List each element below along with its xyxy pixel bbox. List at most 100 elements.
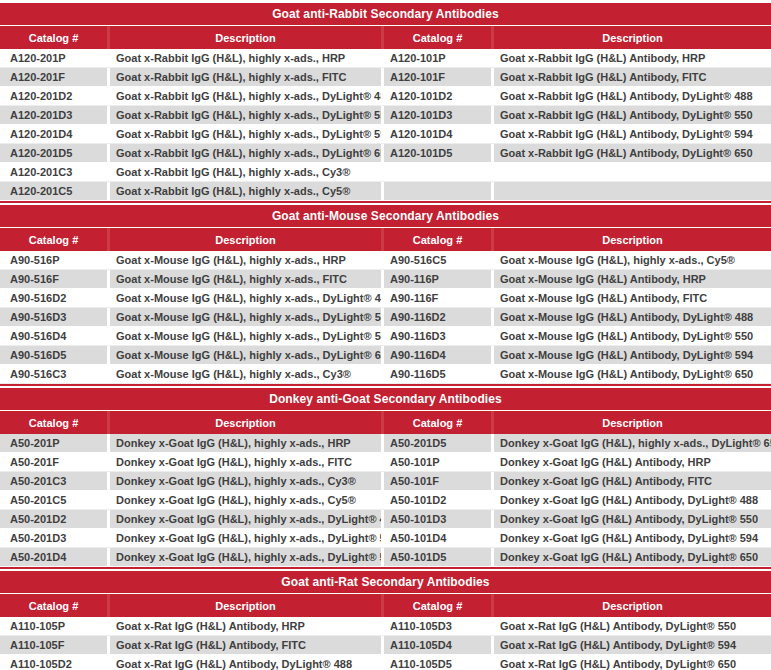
table-row: A120-201D5 Goat x-Rabbit IgG (H&L), high…: [0, 144, 771, 163]
description-cell-right: Goat x-Mouse IgG (H&L) Antibody, DyLight…: [494, 327, 771, 345]
column-header-row: Catalog # Description Catalog # Descript…: [0, 410, 771, 434]
section-title-bar: Goat anti-Mouse Secondary Antibodies: [0, 205, 771, 227]
column-header-description-left: Description: [110, 26, 381, 49]
table-row: A110-105F Goat x-Rat IgG (H&L) Antibody,…: [0, 636, 771, 655]
catalog-number-cell-left: A90-516D2: [0, 289, 107, 307]
description-cell-left: Goat x-Mouse IgG (H&L), highly x-ads., D…: [110, 327, 381, 345]
table-row: A120-201F Goat x-Rabbit IgG (H&L), highl…: [0, 68, 771, 87]
catalog-number-cell-left: A120-201C5: [0, 182, 107, 200]
table-row: A50-201C5 Donkey x-Goat IgG (H&L), highl…: [0, 491, 771, 510]
description-cell-left: Goat x-Rabbit IgG (H&L), highly x-ads., …: [110, 49, 381, 67]
table-row: A120-201D2 Goat x-Rabbit IgG (H&L), high…: [0, 87, 771, 106]
catalog-number-cell-right: A90-116D5: [384, 365, 491, 383]
description-cell-right: [494, 182, 771, 200]
column-header-row: Catalog # Description Catalog # Descript…: [0, 25, 771, 49]
antibody-table-section: Goat anti-Rabbit Secondary Antibodies Ca…: [0, 3, 771, 203]
table-row: A90-516F Goat x-Mouse IgG (H&L), highly …: [0, 270, 771, 289]
description-cell-right: Goat x-Mouse IgG (H&L) Antibody, DyLight…: [494, 308, 771, 326]
catalog-number-cell-right: A110-105D3: [384, 617, 491, 635]
description-cell-right: Donkey x-Goat IgG (H&L) Antibody, FITC: [494, 472, 771, 490]
table-row: A120-201C5 Goat x-Rabbit IgG (H&L), high…: [0, 182, 771, 201]
catalog-number-cell-right: A120-101D5: [384, 144, 491, 162]
description-cell-left: Goat x-Mouse IgG (H&L), highly x-ads., C…: [110, 365, 381, 383]
description-cell-right: Goat x-Rat IgG (H&L) Antibody, DyLight® …: [494, 655, 771, 670]
description-cell-left: Donkey x-Goat IgG (H&L), highly x-ads., …: [110, 472, 381, 490]
table-row: A50-201F Donkey x-Goat IgG (H&L), highly…: [0, 453, 771, 472]
description-cell-right: Donkey x-Goat IgG (H&L) Antibody, HRP: [494, 453, 771, 471]
description-cell-left: Goat x-Rabbit IgG (H&L), highly x-ads., …: [110, 125, 381, 143]
column-header-row: Catalog # Description Catalog # Descript…: [0, 593, 771, 617]
table-row: A110-105D2 Goat x-Rat IgG (H&L) Antibody…: [0, 655, 771, 670]
catalog-number-cell-left: A50-201F: [0, 453, 107, 471]
catalog-number-cell-right: A90-116P: [384, 270, 491, 288]
column-header-description-left: Description: [110, 594, 381, 617]
description-cell-left: Goat x-Rat IgG (H&L) Antibody, DyLight® …: [110, 655, 381, 670]
column-header-description-left: Description: [110, 228, 381, 251]
catalog-number-cell-left: A50-201C5: [0, 491, 107, 509]
description-cell-right: Donkey x-Goat IgG (H&L), highly x-ads., …: [494, 434, 771, 452]
column-header-row: Catalog # Description Catalog # Descript…: [0, 227, 771, 251]
column-header-description-right: Description: [494, 26, 771, 49]
table-row: A110-105P Goat x-Rat IgG (H&L) Antibody,…: [0, 617, 771, 636]
catalog-number-cell-right: A120-101F: [384, 68, 491, 86]
catalog-number-cell-left: A110-105F: [0, 636, 107, 654]
description-cell-left: Goat x-Mouse IgG (H&L), highly x-ads., D…: [110, 346, 381, 364]
description-cell-right: Goat x-Rabbit IgG (H&L) Antibody, HRP: [494, 49, 771, 67]
description-cell-left: Goat x-Rat IgG (H&L) Antibody, HRP: [110, 617, 381, 635]
table-row: A90-516D4 Goat x-Mouse IgG (H&L), highly…: [0, 327, 771, 346]
column-header-description-right: Description: [494, 594, 771, 617]
catalog-number-cell-left: A90-516F: [0, 270, 107, 288]
catalog-number-cell-right: A90-116D4: [384, 346, 491, 364]
catalog-number-cell-left: A90-516D5: [0, 346, 107, 364]
description-cell-left: Donkey x-Goat IgG (H&L), highly x-ads., …: [110, 434, 381, 452]
catalog-number-cell-left: A120-201C3: [0, 163, 107, 181]
column-header-description-left: Description: [110, 411, 381, 434]
description-cell-right: Goat x-Mouse IgG (H&L) Antibody, HRP: [494, 270, 771, 288]
catalog-number-cell-left: A90-516P: [0, 251, 107, 269]
table-row: A50-201D2 Donkey x-Goat IgG (H&L), highl…: [0, 510, 771, 529]
column-header-description-right: Description: [494, 411, 771, 434]
catalog-number-cell-right: A50-101D3: [384, 510, 491, 528]
table-rows: A120-201P Goat x-Rabbit IgG (H&L), highl…: [0, 49, 771, 201]
catalog-number-cell-left: A50-201D3: [0, 529, 107, 547]
description-cell-left: Goat x-Rabbit IgG (H&L), highly x-ads., …: [110, 68, 381, 86]
table-row: A120-201D3 Goat x-Rabbit IgG (H&L), high…: [0, 106, 771, 125]
description-cell-left: Goat x-Rabbit IgG (H&L), highly x-ads., …: [110, 87, 381, 105]
catalog-number-cell-right: A120-101D3: [384, 106, 491, 124]
description-cell-right: Goat x-Rabbit IgG (H&L) Antibody, DyLigh…: [494, 144, 771, 162]
description-cell-left: Donkey x-Goat IgG (H&L), highly x-ads., …: [110, 453, 381, 471]
table-row: A90-516P Goat x-Mouse IgG (H&L), highly …: [0, 251, 771, 270]
description-cell-left: Goat x-Mouse IgG (H&L), highly x-ads., D…: [110, 289, 381, 307]
description-cell-right: Goat x-Rabbit IgG (H&L) Antibody, DyLigh…: [494, 106, 771, 124]
catalog-number-cell-left: A50-201D2: [0, 510, 107, 528]
section-title-bar: Goat anti-Rat Secondary Antibodies: [0, 571, 771, 593]
table-row: A50-201P Donkey x-Goat IgG (H&L), highly…: [0, 434, 771, 453]
column-header-catalog-left: Catalog #: [0, 26, 107, 49]
catalog-number-cell-left: A120-201F: [0, 68, 107, 86]
description-cell-right: Donkey x-Goat IgG (H&L) Antibody, DyLigh…: [494, 529, 771, 547]
table-rows: A90-516P Goat x-Mouse IgG (H&L), highly …: [0, 251, 771, 384]
description-cell-left: Donkey x-Goat IgG (H&L), highly x-ads., …: [110, 529, 381, 547]
catalog-number-cell-right: A50-101D5: [384, 548, 491, 566]
description-cell-right: Goat x-Mouse IgG (H&L) Antibody, DyLight…: [494, 365, 771, 383]
catalog-number-cell-right: A50-101P: [384, 453, 491, 471]
catalog-number-cell-left: A90-516D3: [0, 308, 107, 326]
catalog-number-cell-left: A90-516D4: [0, 327, 107, 345]
catalog-number-cell-left: A120-201D3: [0, 106, 107, 124]
catalog-number-cell-right: A120-101D2: [384, 87, 491, 105]
catalog-number-cell-right: [384, 182, 491, 200]
section-title: Goat anti-Rat Secondary Antibodies: [281, 575, 489, 589]
catalog-number-cell-right: A90-116D3: [384, 327, 491, 345]
catalog-number-cell-right: A90-116F: [384, 289, 491, 307]
table-row: A120-201C3 Goat x-Rabbit IgG (H&L), high…: [0, 163, 771, 182]
column-header-catalog-right: Catalog #: [384, 26, 491, 49]
catalog-number-cell-left: A50-201P: [0, 434, 107, 452]
description-cell-right: Donkey x-Goat IgG (H&L) Antibody, DyLigh…: [494, 491, 771, 509]
description-cell-left: Donkey x-Goat IgG (H&L), highly x-ads., …: [110, 548, 381, 566]
description-cell-left: Goat x-Rabbit IgG (H&L), highly x-ads., …: [110, 163, 381, 181]
column-header-catalog-right: Catalog #: [384, 228, 491, 251]
table-row: A90-516D2 Goat x-Mouse IgG (H&L), highly…: [0, 289, 771, 308]
description-cell-right: Goat x-Rabbit IgG (H&L) Antibody, DyLigh…: [494, 87, 771, 105]
catalog-number-cell-left: A50-201D4: [0, 548, 107, 566]
table-row: A50-201D3 Donkey x-Goat IgG (H&L), highl…: [0, 529, 771, 548]
